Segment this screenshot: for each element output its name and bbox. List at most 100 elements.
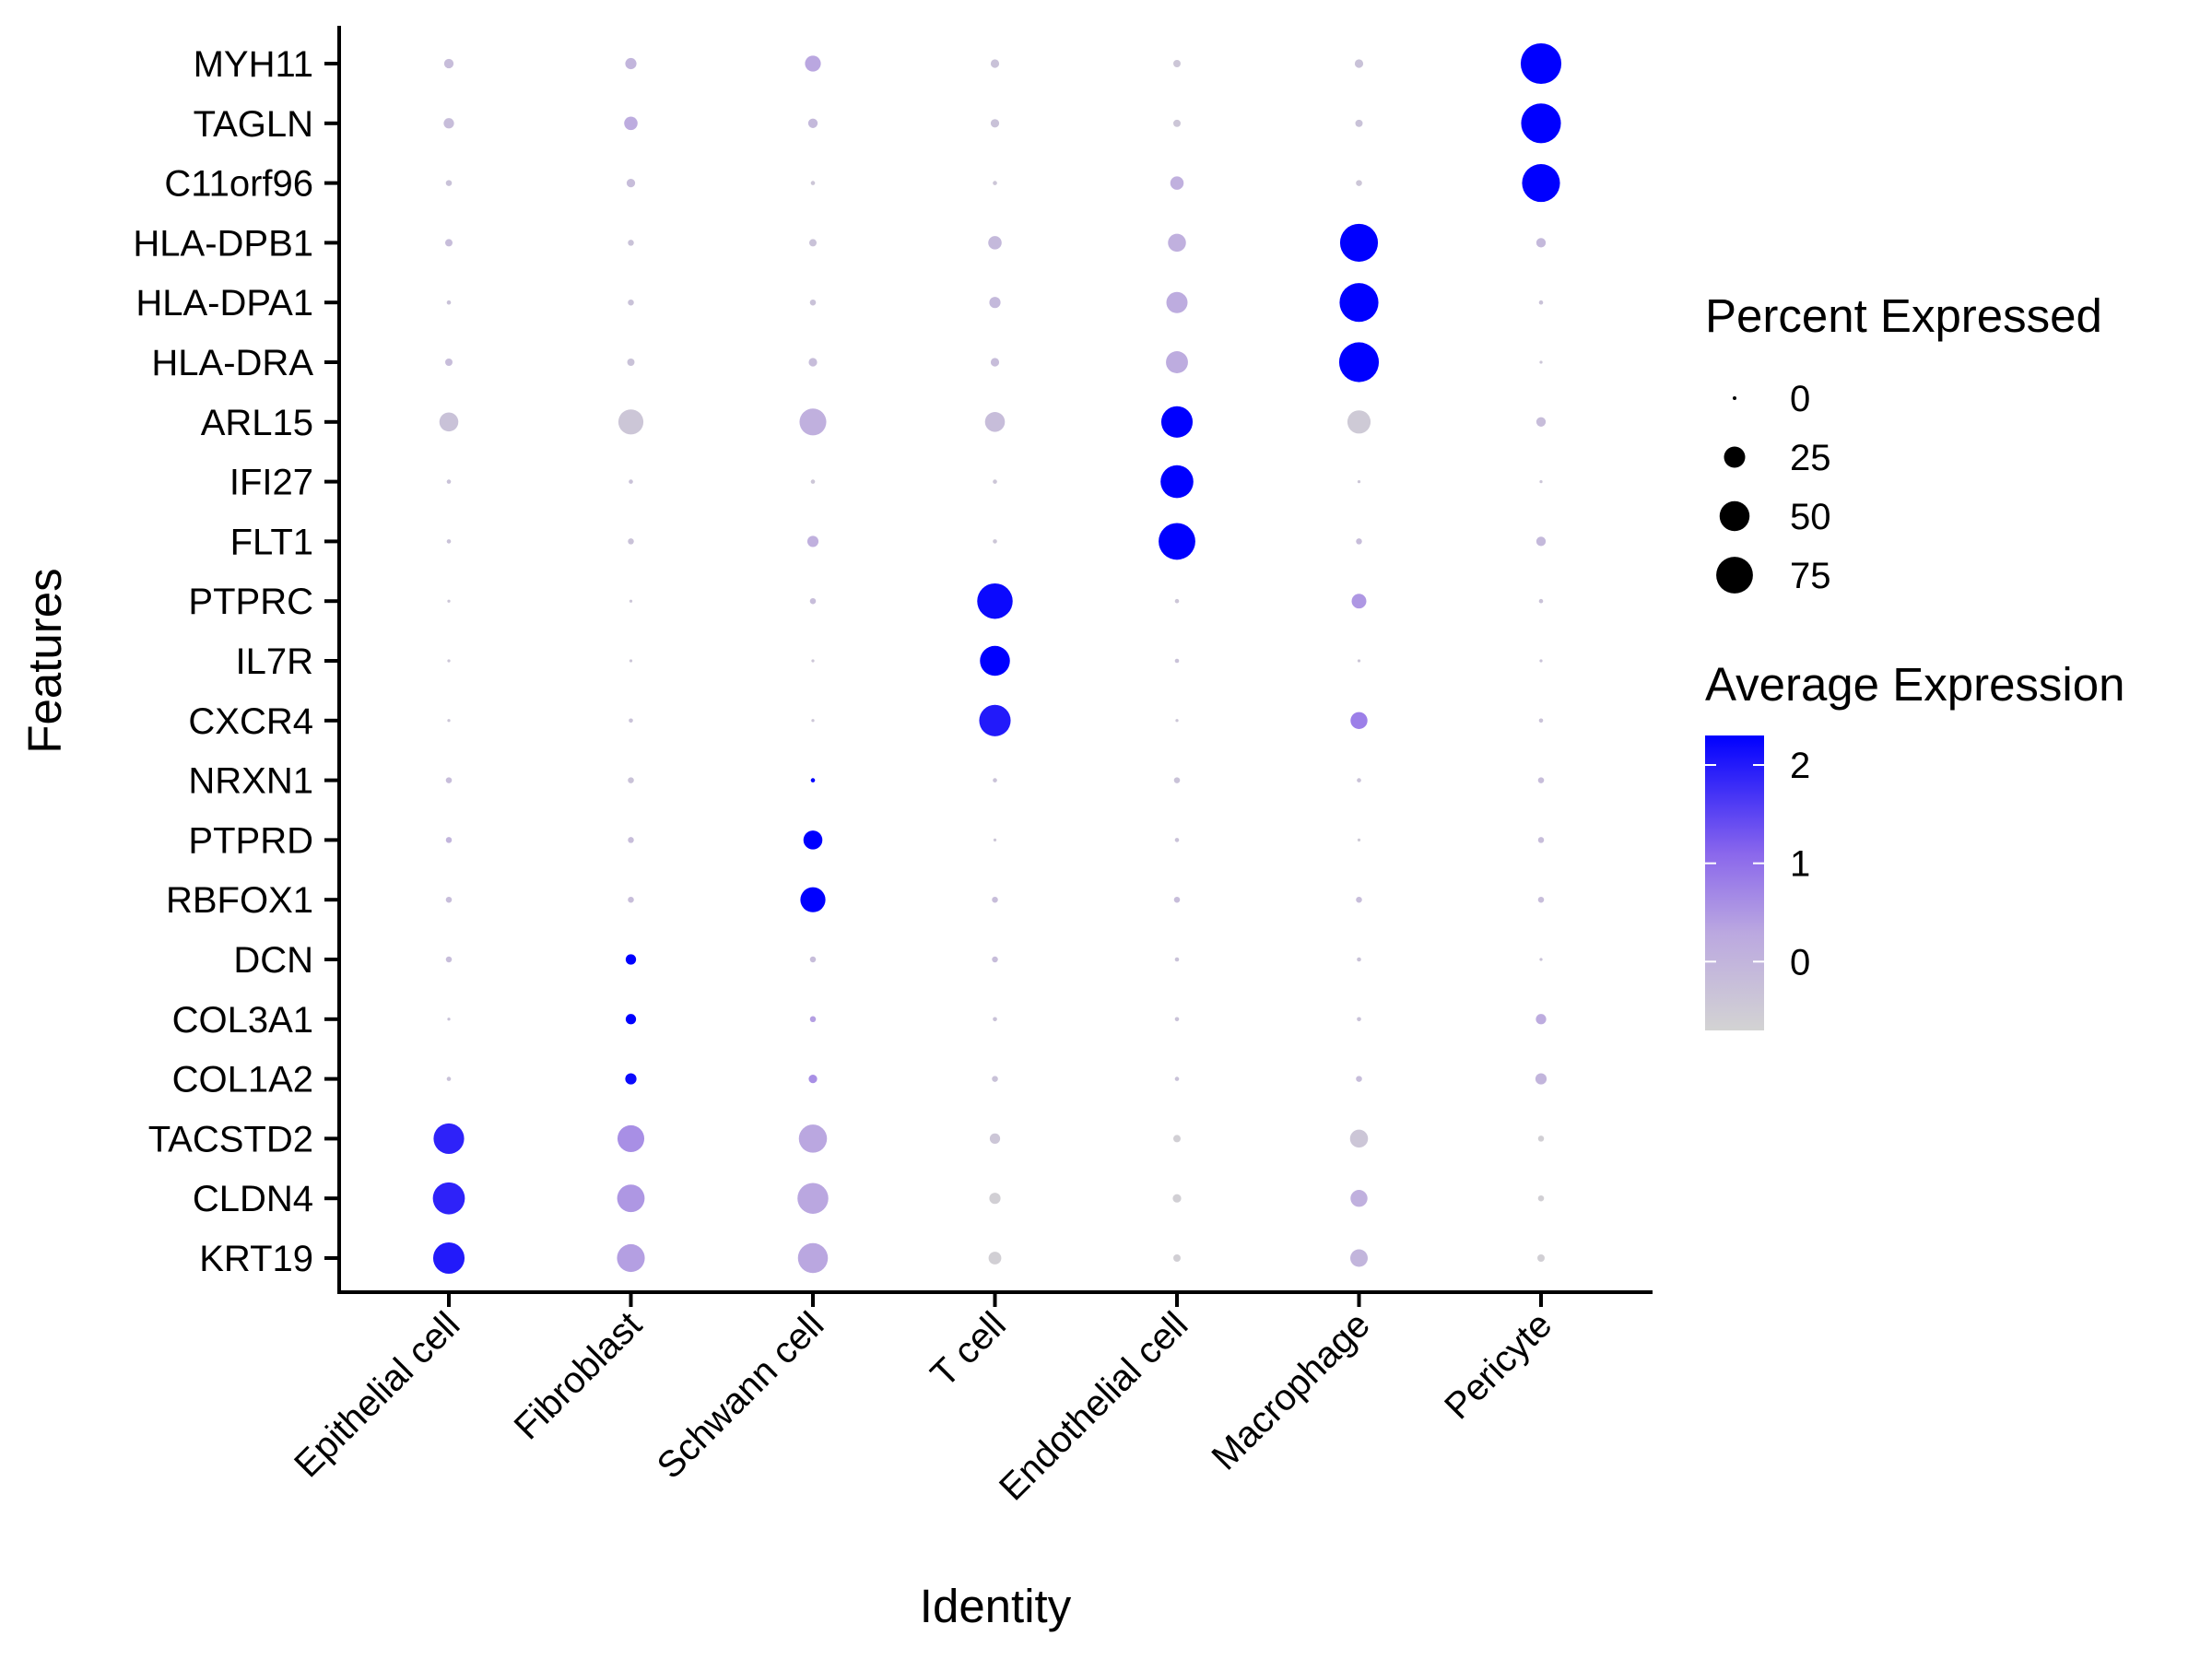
dot-mark bbox=[1539, 360, 1543, 364]
dot-mark bbox=[1166, 351, 1188, 373]
size-legend-label: 0 bbox=[1790, 379, 1810, 419]
y-axis-title: Features bbox=[18, 568, 71, 753]
dot-mark bbox=[1539, 479, 1543, 484]
y-tick-label: COL3A1 bbox=[172, 1000, 313, 1041]
dot-mark bbox=[989, 297, 1001, 309]
dot-mark bbox=[1160, 406, 1194, 438]
dot-mark bbox=[1537, 1194, 1545, 1202]
size-legend-label: 25 bbox=[1790, 438, 1831, 478]
dot-mark bbox=[1173, 60, 1181, 67]
dot-mark bbox=[443, 58, 454, 69]
dot-mark bbox=[447, 1018, 451, 1021]
dot-mark bbox=[1357, 479, 1361, 484]
dot-mark bbox=[629, 479, 633, 484]
dot-mark bbox=[1539, 659, 1543, 663]
y-tick-label: IFI27 bbox=[229, 463, 313, 503]
y-tick-label: RBFOX1 bbox=[166, 880, 313, 921]
dot-mark bbox=[445, 359, 453, 366]
dot-mark bbox=[446, 300, 452, 305]
dot-mark bbox=[433, 1123, 465, 1154]
dot-mark bbox=[1347, 410, 1371, 434]
dot-mark bbox=[439, 412, 459, 432]
dot-mark bbox=[1537, 1135, 1545, 1142]
dot-mark bbox=[446, 1077, 452, 1081]
dot-mark bbox=[628, 299, 634, 306]
x-axis-ticks: Epithelial cell Fibroblast Schwann cell T c… bbox=[287, 1292, 1559, 1509]
dot-mark bbox=[1535, 1073, 1547, 1085]
dot-mark bbox=[628, 240, 634, 246]
dot-mark bbox=[1174, 957, 1180, 962]
dot-mark bbox=[1535, 536, 1547, 547]
dot-mark bbox=[445, 180, 453, 186]
dot-mark bbox=[809, 239, 817, 247]
dot-mark bbox=[990, 59, 1000, 68]
dot-mark bbox=[810, 479, 816, 484]
size-legend-key bbox=[1733, 396, 1736, 400]
dot-mark bbox=[1537, 837, 1545, 843]
dot-mark bbox=[628, 837, 634, 843]
y-tick-label: DCN bbox=[233, 940, 313, 981]
y-tick-label: NRXN1 bbox=[188, 761, 313, 802]
dot-mark bbox=[1173, 896, 1181, 903]
dot-mark bbox=[1170, 176, 1184, 190]
y-tick-label: TACSTD2 bbox=[148, 1119, 313, 1159]
dot-mark bbox=[1522, 164, 1560, 203]
x-tick-label: Epithelial cell bbox=[287, 1304, 467, 1485]
dot-mark bbox=[625, 954, 637, 965]
x-tick-label: Schwann cell bbox=[650, 1304, 832, 1487]
dot-mark bbox=[447, 719, 451, 723]
dot-mark bbox=[809, 1016, 817, 1023]
dot-mark bbox=[1339, 283, 1379, 323]
dot-mark bbox=[445, 777, 453, 783]
dot-mark bbox=[624, 116, 638, 131]
dot-mark bbox=[1538, 718, 1544, 724]
dot-mark bbox=[1350, 1249, 1368, 1267]
dot-mark bbox=[988, 1252, 1002, 1265]
y-tick-label: CLDN4 bbox=[193, 1179, 313, 1219]
y-tick-label: COL1A2 bbox=[172, 1060, 313, 1100]
dot-mark bbox=[1357, 1017, 1361, 1022]
y-tick-label: HLA-DRA bbox=[151, 343, 313, 383]
dot-mark bbox=[984, 412, 1006, 432]
color-legend-label: 1 bbox=[1790, 844, 1810, 885]
dot-mark bbox=[1172, 1194, 1182, 1203]
dot-mark bbox=[1168, 233, 1186, 253]
dot-mark bbox=[797, 1242, 829, 1274]
y-tick-label: CXCR4 bbox=[188, 701, 313, 742]
y-tick-label: TAGLN bbox=[194, 104, 313, 145]
dot-mark bbox=[1537, 1254, 1545, 1262]
dot-mark bbox=[1356, 180, 1362, 186]
dot-mark bbox=[990, 119, 1000, 128]
dot-mark bbox=[443, 118, 454, 129]
dot-mark bbox=[992, 956, 998, 963]
y-tick-label: PTPRD bbox=[188, 820, 313, 861]
dot-mark bbox=[432, 1182, 465, 1215]
dot-mark bbox=[445, 837, 453, 843]
dot-mark bbox=[1349, 1129, 1369, 1148]
y-tick-label: HLA-DPA1 bbox=[135, 283, 313, 324]
x-tick-label: T cell bbox=[924, 1304, 1014, 1394]
dot-mark bbox=[447, 599, 451, 603]
dot-mark bbox=[1539, 958, 1543, 961]
size-legend-key bbox=[1724, 446, 1746, 468]
dot-mark bbox=[445, 239, 453, 247]
dot-mark bbox=[1173, 1135, 1181, 1143]
dot-mark bbox=[1356, 538, 1362, 545]
dot-mark bbox=[628, 777, 634, 783]
dot-mark bbox=[1538, 300, 1544, 305]
dot-mark bbox=[808, 1075, 818, 1084]
dot-mark bbox=[1355, 119, 1363, 127]
dot-mark bbox=[1356, 1076, 1362, 1082]
color-legend-title: Average Expression bbox=[1705, 658, 2125, 711]
y-axis-ticks: MYH11 TAGLN C11orf96 HLA-DPB1 HLA-DPA1 HLA-DR… bbox=[133, 44, 339, 1279]
y-tick-label: MYH11 bbox=[194, 44, 313, 85]
dot-mark bbox=[811, 719, 815, 723]
dot-mark bbox=[617, 1184, 645, 1213]
dot-mark bbox=[980, 645, 1010, 677]
dot-mark bbox=[1174, 658, 1180, 664]
dot-mark bbox=[1339, 223, 1379, 262]
dot-mark bbox=[808, 358, 818, 367]
dot-mark bbox=[625, 1014, 637, 1025]
dot-mark bbox=[625, 57, 637, 70]
